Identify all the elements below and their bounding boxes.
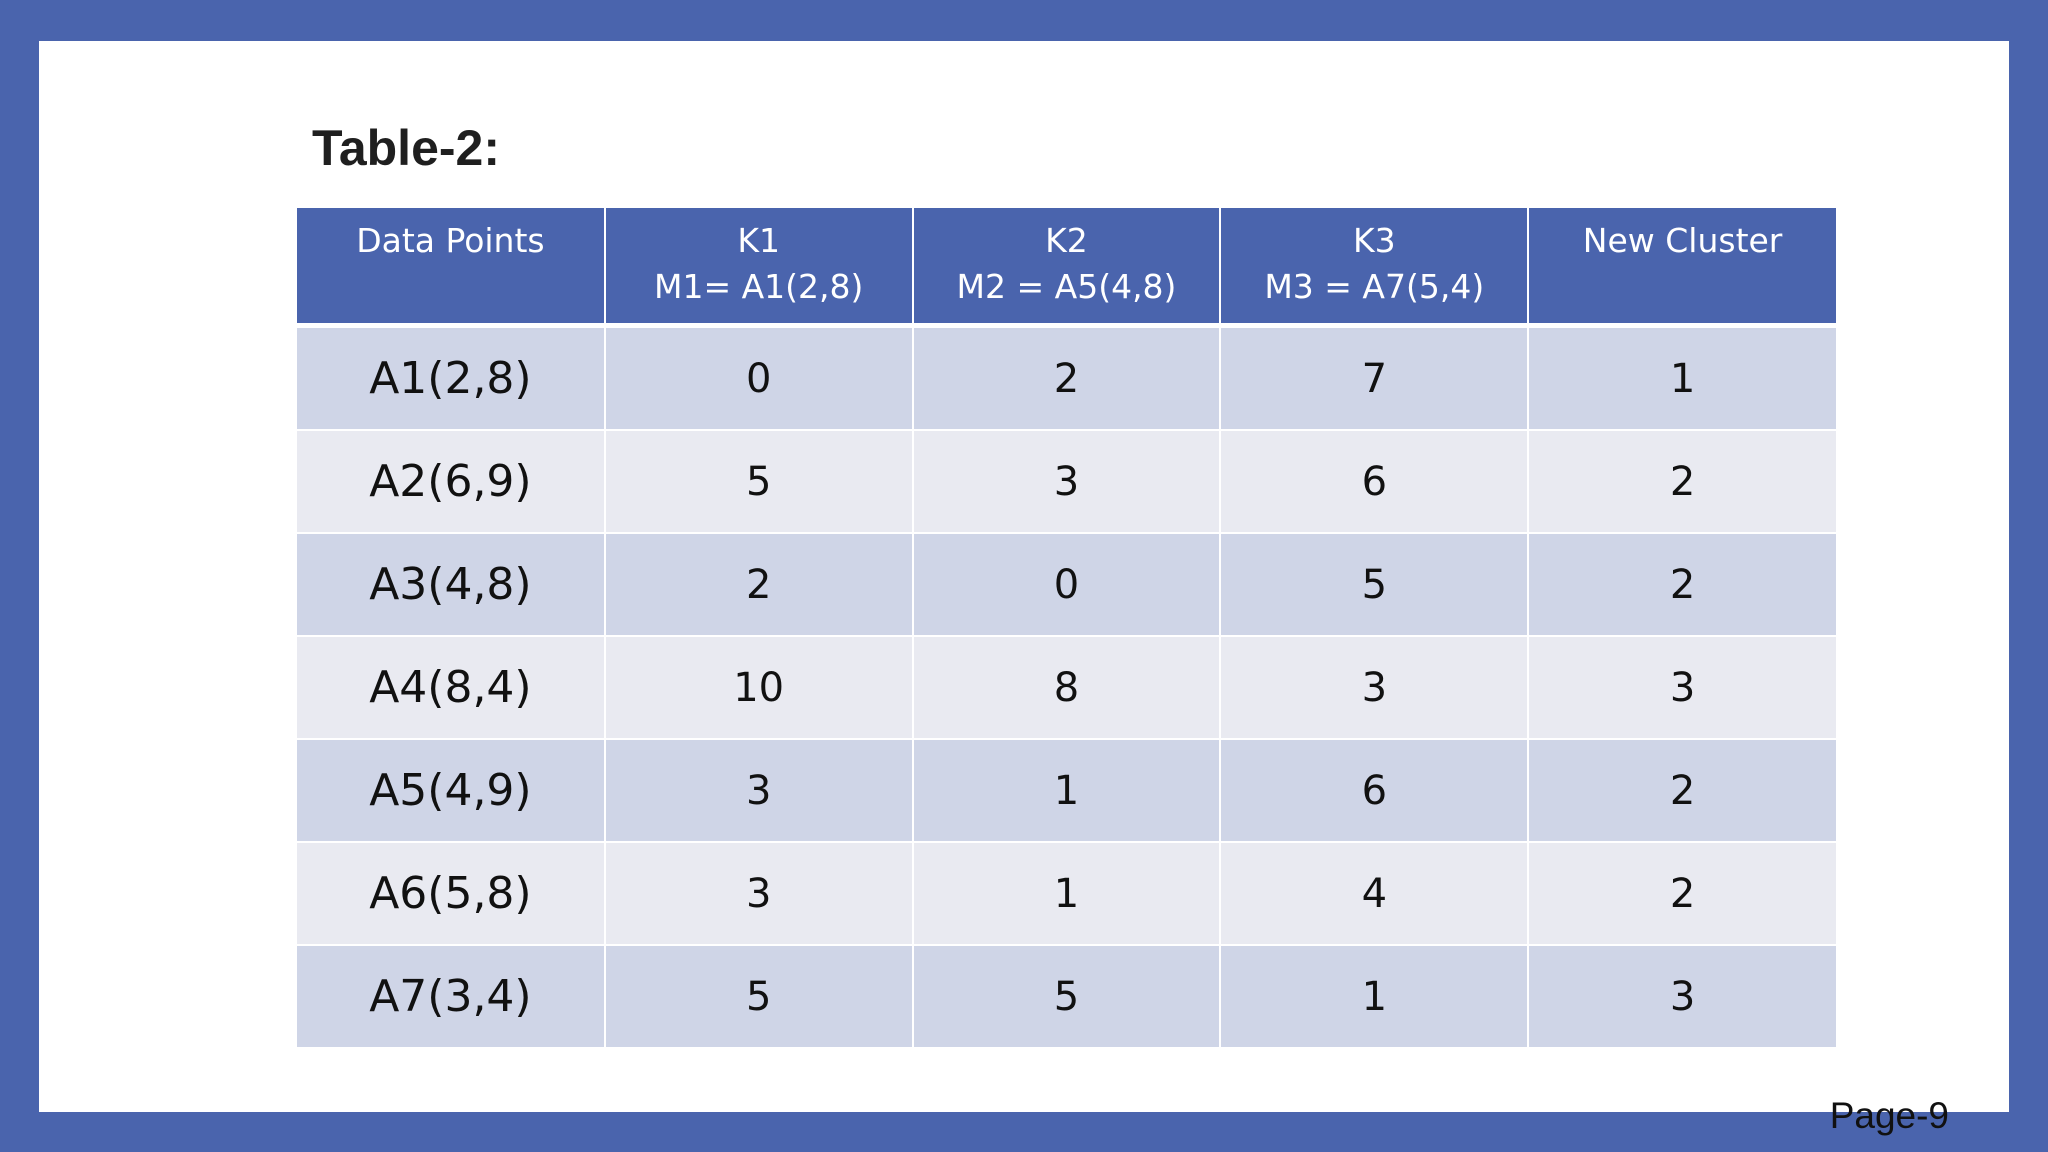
cell-k2-distance: 0	[911, 532, 1222, 637]
header-label: Data Points	[356, 221, 545, 260]
cell-new-cluster: 3	[1527, 944, 1836, 1049]
table-row: A2(6,9) 5 3 6 2	[297, 429, 1836, 534]
cell-k2-distance: 3	[911, 429, 1222, 534]
header-k1: K1 M1= A1(2,8)	[603, 208, 914, 328]
header-k2: K2 M2 = A5(4,8)	[911, 208, 1222, 328]
header-label: K2	[1045, 221, 1088, 260]
table-row: A1(2,8) 0 2 7 1	[297, 324, 1836, 431]
cell-k2-distance: 1	[911, 738, 1222, 843]
cell-k1-distance: 2	[603, 532, 914, 637]
header-label: K1	[737, 221, 781, 260]
header-new-cluster: New Cluster	[1527, 208, 1836, 328]
table-header-row: Data Points K1 M1= A1(2,8) K2 M2 = A5(4,…	[297, 208, 1836, 328]
header-label: New Cluster	[1582, 221, 1783, 260]
table-row: A6(5,8) 3 1 4 2	[297, 841, 1836, 946]
header-centroid: M2 = A5(4,8)	[956, 267, 1177, 306]
cell-new-cluster: 2	[1527, 738, 1836, 843]
cell-k1-distance: 0	[603, 324, 914, 431]
cell-data-point: A2(6,9)	[297, 429, 606, 534]
header-centroid: M3 = A7(5,4)	[1264, 267, 1485, 306]
cell-k2-distance: 5	[911, 944, 1222, 1049]
cell-k3-distance: 1	[1219, 944, 1530, 1049]
cell-k1-distance: 5	[603, 429, 914, 534]
cell-k3-distance: 5	[1219, 532, 1530, 637]
cell-data-point: A4(8,4)	[297, 635, 606, 740]
table-row: A5(4,9) 3 1 6 2	[297, 738, 1836, 843]
cell-data-point: A6(5,8)	[297, 841, 606, 946]
cell-data-point: A3(4,8)	[297, 532, 606, 637]
cell-k3-distance: 3	[1219, 635, 1530, 740]
cell-k1-distance: 3	[603, 841, 914, 946]
cell-new-cluster: 2	[1527, 429, 1836, 534]
table-row: A4(8,4) 10 8 3 3	[297, 635, 1836, 740]
header-label: K3	[1352, 221, 1396, 260]
cell-new-cluster: 3	[1527, 635, 1836, 740]
slide: Table-2: Data Points K1 M1= A1(2,8) K2 M…	[39, 41, 2009, 1136]
cell-k2-distance: 8	[911, 635, 1222, 740]
page-number: Page-9	[1829, 1095, 1949, 1136]
cell-new-cluster: 2	[1527, 532, 1836, 637]
cell-k3-distance: 4	[1219, 841, 1530, 946]
header-data-points: Data Points	[297, 208, 606, 328]
table-row: A7(3,4) 5 5 1 3	[297, 944, 1836, 1049]
cell-data-point: A5(4,9)	[297, 738, 606, 843]
cluster-table: Data Points K1 M1= A1(2,8) K2 M2 = A5(4,…	[297, 208, 1836, 1049]
cell-data-point: A7(3,4)	[297, 944, 606, 1049]
cell-k2-distance: 2	[911, 324, 1222, 431]
cell-k1-distance: 3	[603, 738, 914, 843]
cell-k3-distance: 7	[1219, 324, 1530, 431]
cell-k1-distance: 10	[603, 635, 914, 740]
cell-data-point: A1(2,8)	[297, 324, 606, 431]
cell-k3-distance: 6	[1219, 738, 1530, 843]
header-k3: K3 M3 = A7(5,4)	[1219, 208, 1530, 328]
cell-k3-distance: 6	[1219, 429, 1530, 534]
header-centroid: M1= A1(2,8)	[653, 267, 864, 306]
table-title: Table-2:	[312, 120, 500, 176]
cell-k1-distance: 5	[603, 944, 914, 1049]
cell-new-cluster: 2	[1527, 841, 1836, 946]
table-row: A3(4,8) 2 0 5 2	[297, 532, 1836, 637]
cell-k2-distance: 1	[911, 841, 1222, 946]
cell-new-cluster: 1	[1527, 324, 1836, 431]
